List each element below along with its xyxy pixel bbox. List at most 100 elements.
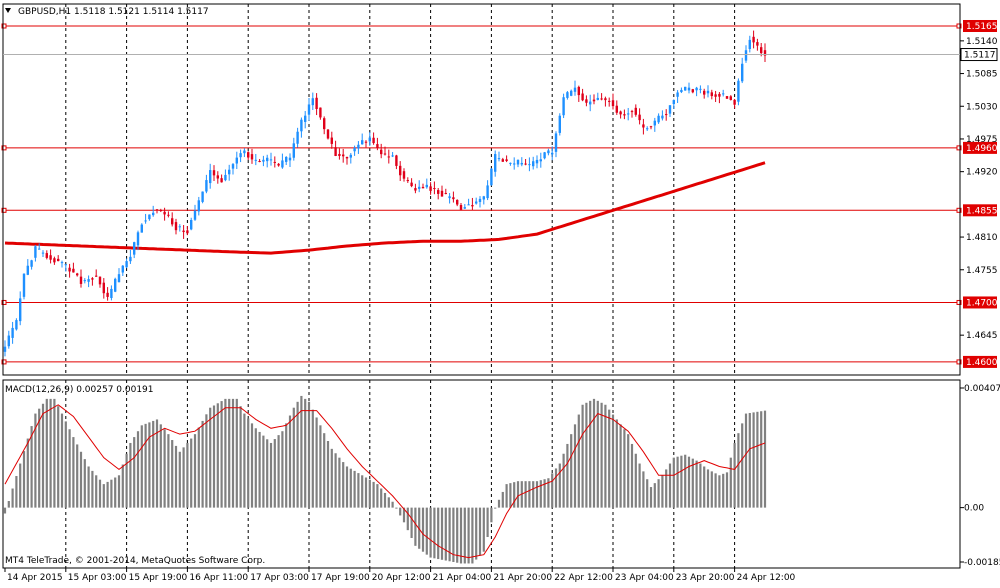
- macd-bar: [421, 507, 425, 552]
- macd-bar: [554, 468, 558, 508]
- candle-body: [273, 161, 276, 163]
- macd-bar: [155, 419, 159, 508]
- level-tag: [963, 355, 997, 368]
- macd-bar: [661, 475, 664, 508]
- level-anchor-right: [956, 145, 962, 151]
- vertical-grid: [65, 4, 736, 568]
- candle-body: [144, 220, 147, 222]
- macd-bar: [87, 466, 90, 508]
- candle-body: [315, 97, 318, 110]
- candle-body: [95, 275, 98, 277]
- macd-bar: [756, 411, 759, 508]
- macd-bar: [699, 463, 702, 508]
- macd-bar: [543, 479, 546, 508]
- macd-bar: [429, 507, 432, 558]
- macd-bar: [638, 463, 641, 508]
- macd-bar: [277, 435, 280, 508]
- level-tag: [963, 141, 997, 154]
- macd-bar: [292, 407, 295, 508]
- candle-body: [634, 107, 637, 115]
- candle-body: [452, 197, 455, 200]
- candle-body: [509, 162, 512, 164]
- macd-bar: [760, 411, 763, 508]
- candle-body: [501, 159, 504, 162]
- candle-body: [383, 153, 387, 155]
- candle-body: [744, 50, 748, 61]
- candle-body: [437, 190, 440, 194]
- candle-body: [330, 137, 333, 144]
- candle-body: [748, 39, 751, 49]
- candle-body: [281, 160, 284, 168]
- candle-body: [72, 268, 75, 273]
- macd-bar: [307, 401, 311, 508]
- level-anchor-left: [1, 145, 7, 151]
- macd-bar: [288, 415, 292, 508]
- macd-bar: [581, 404, 584, 508]
- macd-bar: [224, 398, 227, 508]
- macd-bar: [212, 405, 216, 508]
- macd-bar: [95, 475, 98, 508]
- macd-bar: [45, 398, 48, 508]
- macd-bar: [129, 442, 132, 508]
- macd-bar: [383, 492, 387, 508]
- candle-body: [494, 154, 497, 172]
- macd-bar: [193, 434, 197, 508]
- triangle-down-icon[interactable]: [5, 8, 11, 13]
- macd-bar: [646, 479, 649, 508]
- candle-body: [79, 276, 83, 284]
- candle-body: [121, 265, 124, 273]
- candle-body: [596, 97, 599, 100]
- candle-body: [425, 184, 428, 188]
- level-tag-label: 1.5165: [966, 22, 998, 32]
- macd-bar: [733, 442, 736, 508]
- macd-bar: [114, 477, 117, 508]
- macd-bar: [589, 400, 592, 508]
- macd-bar: [273, 439, 276, 508]
- macd-bar: [611, 414, 615, 508]
- candle-body: [391, 155, 394, 157]
- candle-body: [129, 256, 132, 262]
- candle-body: [30, 260, 33, 267]
- candle-body: [15, 320, 18, 330]
- candle-body: [725, 96, 729, 99]
- candle-body: [349, 154, 352, 158]
- candle-body: [570, 90, 573, 96]
- level-tag: [963, 204, 997, 217]
- candle-body: [148, 214, 151, 220]
- macd-bar: [11, 488, 14, 508]
- macd-bar: [516, 481, 520, 508]
- candle-body: [53, 258, 56, 263]
- macd-bar: [235, 398, 238, 508]
- candle-body: [551, 152, 554, 155]
- macd-bar: [174, 445, 178, 508]
- macd-bar: [440, 507, 444, 560]
- candle-body: [174, 222, 178, 231]
- candle-body: [433, 188, 436, 190]
- candle-body: [524, 163, 527, 165]
- x-tick-label: 21 Apr 20:00: [493, 573, 552, 583]
- macd-bar: [364, 477, 368, 508]
- macd-bar: [334, 453, 337, 508]
- macd-bar: [710, 471, 713, 508]
- level-anchor-left: [1, 23, 7, 29]
- candle-body: [91, 278, 94, 280]
- macd-bar: [372, 481, 375, 508]
- macd-bar: [64, 421, 67, 508]
- macd-bar: [148, 422, 151, 508]
- x-tick-label: 23 Apr 20:00: [676, 573, 735, 583]
- candle-body: [733, 99, 736, 105]
- macd-bar: [691, 458, 694, 508]
- candle-body: [718, 93, 721, 97]
- macd-bar: [596, 400, 599, 508]
- macd-bar: [201, 420, 204, 508]
- macd-bar: [72, 437, 75, 508]
- candle-body: [482, 196, 485, 200]
- candle-body: [615, 105, 618, 113]
- candle-body: [250, 154, 254, 160]
- macd-bar: [338, 457, 341, 508]
- macd-bar: [133, 437, 136, 508]
- candle-body: [387, 156, 390, 158]
